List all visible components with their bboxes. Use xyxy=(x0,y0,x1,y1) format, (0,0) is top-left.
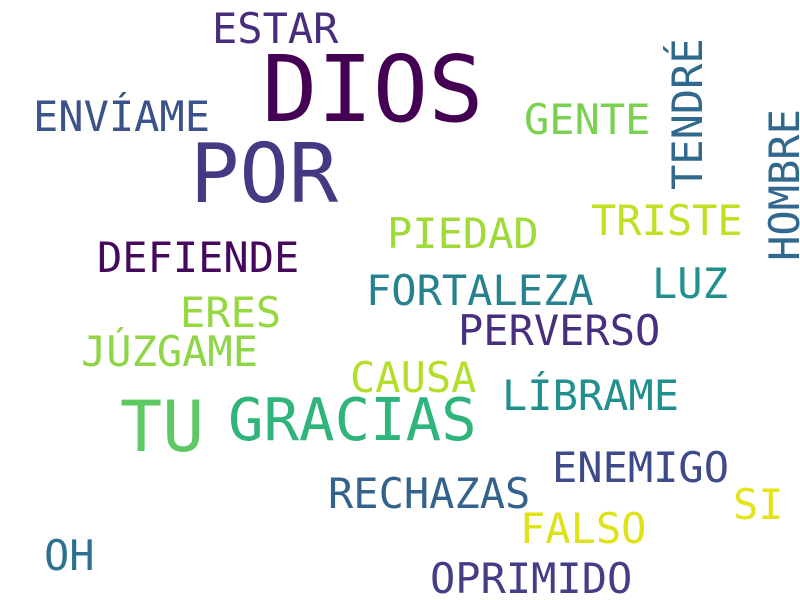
word-luz: LUZ xyxy=(652,259,728,308)
word-gracias: GRACIAS xyxy=(228,385,477,454)
word-falso: FALSO xyxy=(520,504,647,553)
word-oh: OH xyxy=(44,531,95,580)
word-eres: ERES xyxy=(180,288,282,337)
word-hombre: HOMBRE xyxy=(760,109,800,261)
word-causa: CAUSA xyxy=(350,353,477,402)
word-piedad: PIEDAD xyxy=(387,209,539,258)
word-librame: LÍBRAME xyxy=(502,371,680,420)
word-enemigo: ENEMIGO xyxy=(552,443,730,492)
word-rechazas: RECHAZAS xyxy=(328,469,531,518)
word-dios: DIOS xyxy=(262,36,484,143)
word-tu: TU xyxy=(120,386,205,468)
word-enviame: ENVÍAME xyxy=(33,92,211,141)
word-juzgame: JÚZGAME xyxy=(81,327,259,376)
word-perverso: PERVERSO xyxy=(458,306,661,355)
word-estar: ESTAR xyxy=(212,4,339,53)
word-tendre: TENDRÉ xyxy=(663,38,712,190)
word-gente: GENTE xyxy=(524,95,651,144)
word-oprimido: OPRIMIDO xyxy=(430,554,633,600)
word-defiende: DEFIENDE xyxy=(97,233,300,282)
word-fortaleza: FORTALEZA xyxy=(366,266,594,315)
word-si: SI xyxy=(733,480,784,529)
word-triste: TRISTE xyxy=(591,196,743,245)
word-por: POR xyxy=(190,127,339,222)
